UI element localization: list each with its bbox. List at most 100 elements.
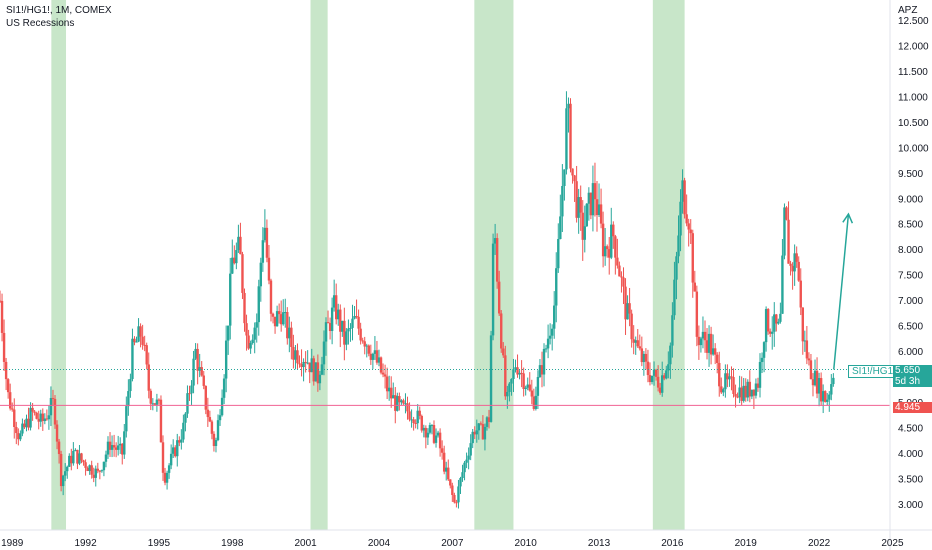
arrow-shaft[interactable]: [833, 213, 850, 370]
price-tick-label: 7.000: [898, 296, 923, 307]
time-tick-label: 1989: [1, 538, 24, 549]
candle-body: [11, 408, 14, 410]
candle-body: [744, 385, 747, 398]
candle-body: [70, 455, 73, 464]
candle-body: [652, 369, 656, 376]
price-tick-label: 10.000: [898, 143, 929, 154]
currency-label[interactable]: APZ: [898, 5, 918, 16]
candle-body: [147, 364, 150, 391]
candle-body: [61, 475, 65, 487]
candle-body: [518, 372, 521, 375]
candle-body: [681, 180, 684, 202]
candle-body: [227, 325, 230, 341]
candle-body: [754, 383, 758, 396]
candle-body: [760, 357, 764, 362]
candle-body: [216, 420, 220, 441]
candle-body: [68, 455, 71, 467]
candle-body: [8, 392, 12, 409]
candle-body: [398, 396, 401, 403]
candle-body: [310, 358, 313, 373]
price-tick-label: 12.500: [898, 16, 929, 27]
candle-body: [821, 391, 825, 402]
candle-body: [426, 432, 430, 438]
candle-body: [520, 372, 523, 374]
candle-body: [176, 440, 179, 457]
candle-body: [540, 365, 544, 375]
candle-body: [245, 323, 248, 336]
candle-body: [538, 365, 542, 378]
symbol-title[interactable]: SI1!/HG1!, 1M, COMEX: [6, 5, 112, 16]
arrow-head[interactable]: [842, 212, 854, 224]
time-tick-label: 1992: [74, 538, 97, 549]
indicator-label[interactable]: US Recessions: [6, 18, 75, 29]
candle-body: [404, 403, 407, 405]
time-tick-label: 2019: [735, 538, 758, 549]
candle-body: [76, 449, 79, 464]
candle-body: [27, 418, 30, 428]
candle-body: [39, 413, 42, 422]
candle-body: [330, 307, 334, 332]
candle-body: [110, 445, 114, 450]
candle-body: [546, 338, 550, 349]
candle-body: [4, 361, 8, 380]
candle-body: [84, 462, 87, 468]
candle-body: [229, 273, 232, 326]
candle-body: [736, 396, 739, 398]
candle-body: [542, 348, 546, 375]
candle-body: [353, 316, 356, 319]
candle-body: [271, 313, 275, 317]
candle-body: [157, 399, 161, 401]
candle-body: [347, 328, 350, 332]
candle-body: [198, 367, 201, 371]
candle-body: [718, 362, 721, 387]
candle-body: [605, 246, 609, 250]
candle-body: [306, 362, 309, 364]
candle-body: [697, 336, 701, 346]
candle-body: [449, 479, 452, 486]
candle-body: [0, 300, 4, 333]
candle-body: [418, 410, 421, 416]
candle-body: [563, 169, 566, 187]
candle-body: [102, 461, 106, 471]
candle-body: [567, 103, 570, 109]
candle-body: [222, 378, 226, 398]
candle-body: [247, 335, 250, 349]
candle-body: [811, 379, 815, 386]
candle-body: [369, 353, 373, 360]
candle-body: [675, 256, 678, 280]
candle-body: [316, 362, 320, 384]
candle-body: [673, 279, 676, 316]
candle-body: [430, 425, 434, 427]
candle-body: [457, 486, 460, 503]
candle-body: [151, 403, 155, 405]
candle-body: [768, 331, 772, 334]
candle-body: [420, 415, 423, 431]
candle-body: [738, 387, 741, 398]
price-tick-label: 3.500: [898, 475, 923, 486]
candle-body: [43, 418, 47, 422]
candle-body: [23, 423, 26, 428]
candle-body: [269, 280, 273, 314]
candle-body: [485, 417, 489, 427]
candle-body: [108, 441, 112, 450]
candle-body: [139, 326, 142, 337]
candle-body: [21, 423, 24, 434]
candle-body: [502, 348, 505, 356]
candle-body: [758, 361, 762, 388]
candle-body: [583, 226, 586, 240]
candle-body: [532, 396, 536, 409]
candle-body: [828, 394, 831, 400]
candle-body: [622, 277, 625, 287]
candle-body: [489, 335, 493, 422]
candle-body: [355, 316, 358, 318]
candle-body: [434, 435, 438, 443]
candle-body: [815, 370, 819, 394]
candle-body: [224, 340, 228, 379]
candle-body: [461, 472, 464, 479]
candle-body: [145, 345, 148, 365]
candle-body: [116, 445, 120, 450]
recession-band: [310, 0, 328, 530]
candle-body: [31, 407, 34, 412]
candle-body: [239, 236, 242, 255]
